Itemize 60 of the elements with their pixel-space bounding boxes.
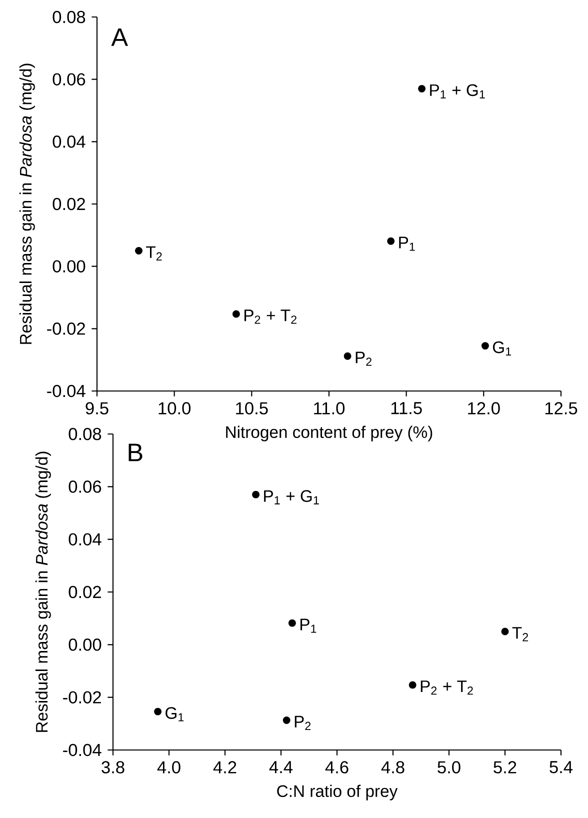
x-tick-label: 12.0 <box>468 402 500 414</box>
y-tick-label: 0.08 <box>52 10 86 24</box>
point <box>154 708 162 716</box>
point <box>408 681 416 689</box>
annotation: T$_{2}$ <box>146 246 162 260</box>
y-axis-title: Residual mass gain in Pardosa (mg/d) <box>19 64 35 344</box>
annotation: P$_{1}$ + G$_{1}$ <box>430 84 485 98</box>
y-tick-label: -0.02 <box>47 322 85 335</box>
annotation: P$_{2}$ + T$_{2}$ <box>244 310 296 324</box>
y-tick-label: 0.02 <box>52 198 85 210</box>
x-tick-label: 5.2 <box>494 761 516 774</box>
y-tick-label: -0.02 <box>63 691 101 704</box>
y-tick-label: 0.04 <box>68 533 102 546</box>
point <box>501 628 509 636</box>
x-tick-label: 12.5 <box>545 402 578 414</box>
annotation: P$_{2}$ <box>294 716 311 730</box>
annotation: T$_{2}$ <box>512 627 528 642</box>
annotation: P$_{1}$ + G$_{1}$ <box>264 490 319 504</box>
annotation: P$_{2}$ <box>356 352 372 366</box>
x-tick-label: 5.0 <box>438 761 460 774</box>
point <box>481 342 489 350</box>
y-tick-label: 0.06 <box>52 73 86 86</box>
annotation: P$_{1}$ <box>300 618 316 633</box>
annotation: P$_{2}$ + T$_{2}$ <box>420 680 473 695</box>
point <box>344 352 352 360</box>
x-tick-label: 3.8 <box>102 761 124 774</box>
x-tick-label: 4.2 <box>213 761 236 774</box>
x-axis-title: Nitrogen content of prey (%) <box>226 426 432 442</box>
point <box>282 716 290 724</box>
y-tick-label: 0.06 <box>68 480 102 493</box>
annotation: P$_{1}$ <box>399 236 415 251</box>
y-tick-label: 0.04 <box>52 136 86 148</box>
point <box>418 84 426 92</box>
y-tick-label: -0.04 <box>63 744 102 756</box>
x-tick-label: 11.5 <box>391 402 422 414</box>
x-tick-label: 4.6 <box>325 761 348 774</box>
y-tick-label: -0.04 <box>47 384 86 398</box>
point <box>288 619 296 627</box>
annotation: G$_{1}$ <box>166 707 184 722</box>
y-tick-label: 0.02 <box>68 586 101 598</box>
annotation: G$_{1}$ <box>492 341 512 356</box>
point <box>232 310 240 318</box>
x-tick-label: 4.4 <box>269 761 293 774</box>
y-tick-label: 0.08 <box>68 428 102 440</box>
chart-title: A <box>111 28 128 46</box>
x-tick-label: 9.5 <box>86 402 108 414</box>
x-tick-label: 10.0 <box>158 402 191 414</box>
x-tick-label: 4.0 <box>157 761 180 774</box>
x-tick-label: 5.4 <box>550 761 573 774</box>
y-axis-title: Residual mass gain in Pardosa (mg/d) <box>35 452 51 732</box>
point <box>135 247 142 254</box>
point <box>387 237 395 245</box>
x-tick-label: 10.5 <box>236 402 268 414</box>
x-axis-title: C:N ratio of prey <box>277 784 398 800</box>
chart-title: B <box>128 444 142 462</box>
y-tick-label: 0.00 <box>52 260 86 272</box>
point <box>252 490 260 498</box>
x-tick-label: 4.8 <box>381 761 404 774</box>
x-tick-label: 11.0 <box>314 402 345 414</box>
y-tick-label: 0.00 <box>68 638 102 651</box>
